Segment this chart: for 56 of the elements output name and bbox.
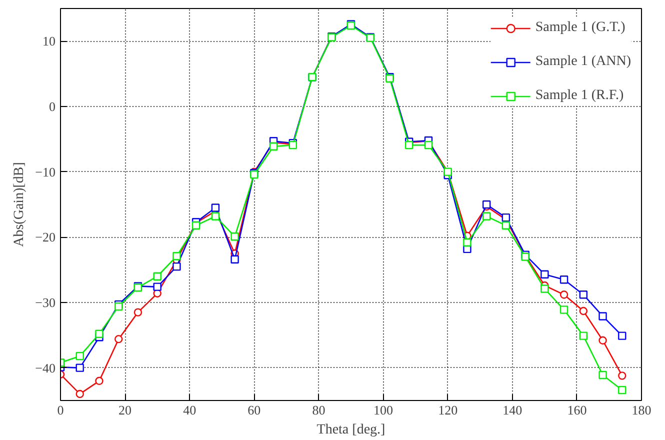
point (579, 332, 588, 340)
point (192, 221, 200, 230)
point (211, 212, 220, 220)
point (463, 238, 472, 246)
x-tick-label: 120 (438, 402, 458, 418)
x-tick-label: 60 (248, 402, 261, 418)
point (114, 334, 123, 344)
point (172, 262, 181, 271)
point (618, 386, 626, 394)
point (134, 308, 142, 316)
point (540, 284, 549, 293)
point (579, 290, 588, 299)
point (618, 332, 626, 340)
point (269, 142, 278, 150)
point (172, 252, 181, 260)
x-tick-label: 100 (374, 402, 394, 418)
x-tick-label: 40 (183, 402, 196, 418)
point (598, 336, 607, 344)
point (598, 370, 607, 380)
x-tick-label: 140 (502, 402, 522, 418)
point (405, 140, 414, 150)
y-tick-label: −30 (35, 295, 56, 310)
point (95, 330, 104, 338)
point (579, 306, 588, 316)
point (230, 232, 239, 241)
x-tick-label: 20 (118, 402, 132, 418)
point (482, 212, 491, 220)
point (560, 276, 568, 284)
point (76, 352, 84, 360)
y-tick-label: 0 (49, 99, 56, 114)
point (230, 255, 239, 264)
point (95, 376, 104, 385)
y-tick-label: −10 (35, 164, 56, 180)
point (560, 306, 568, 314)
point (211, 204, 220, 212)
y-tick-label: −20 (35, 230, 56, 245)
x-tick-label: 160 (567, 402, 587, 418)
point (560, 290, 568, 299)
legend-label: Sample 1 (R.F.) (535, 88, 624, 104)
point (502, 221, 510, 230)
legend-label: Sample 1 (ANN) (535, 54, 631, 70)
x-axis-title: Theta [deg.] (316, 422, 386, 438)
point (598, 312, 607, 320)
y-tick-label: 10 (42, 34, 56, 49)
point (540, 270, 549, 279)
y-axis-title: Abs(Gain)[dB] (12, 162, 28, 247)
point (424, 140, 433, 150)
y-tick-label: −40 (35, 360, 56, 376)
legend-label: Sample 1 (G.T.) (535, 20, 626, 36)
point (153, 272, 162, 280)
x-tick-label: 180 (632, 402, 652, 418)
point (76, 390, 84, 398)
point (153, 282, 162, 291)
point (76, 364, 84, 372)
x-tick-label: 80 (312, 402, 326, 418)
point (618, 372, 626, 380)
